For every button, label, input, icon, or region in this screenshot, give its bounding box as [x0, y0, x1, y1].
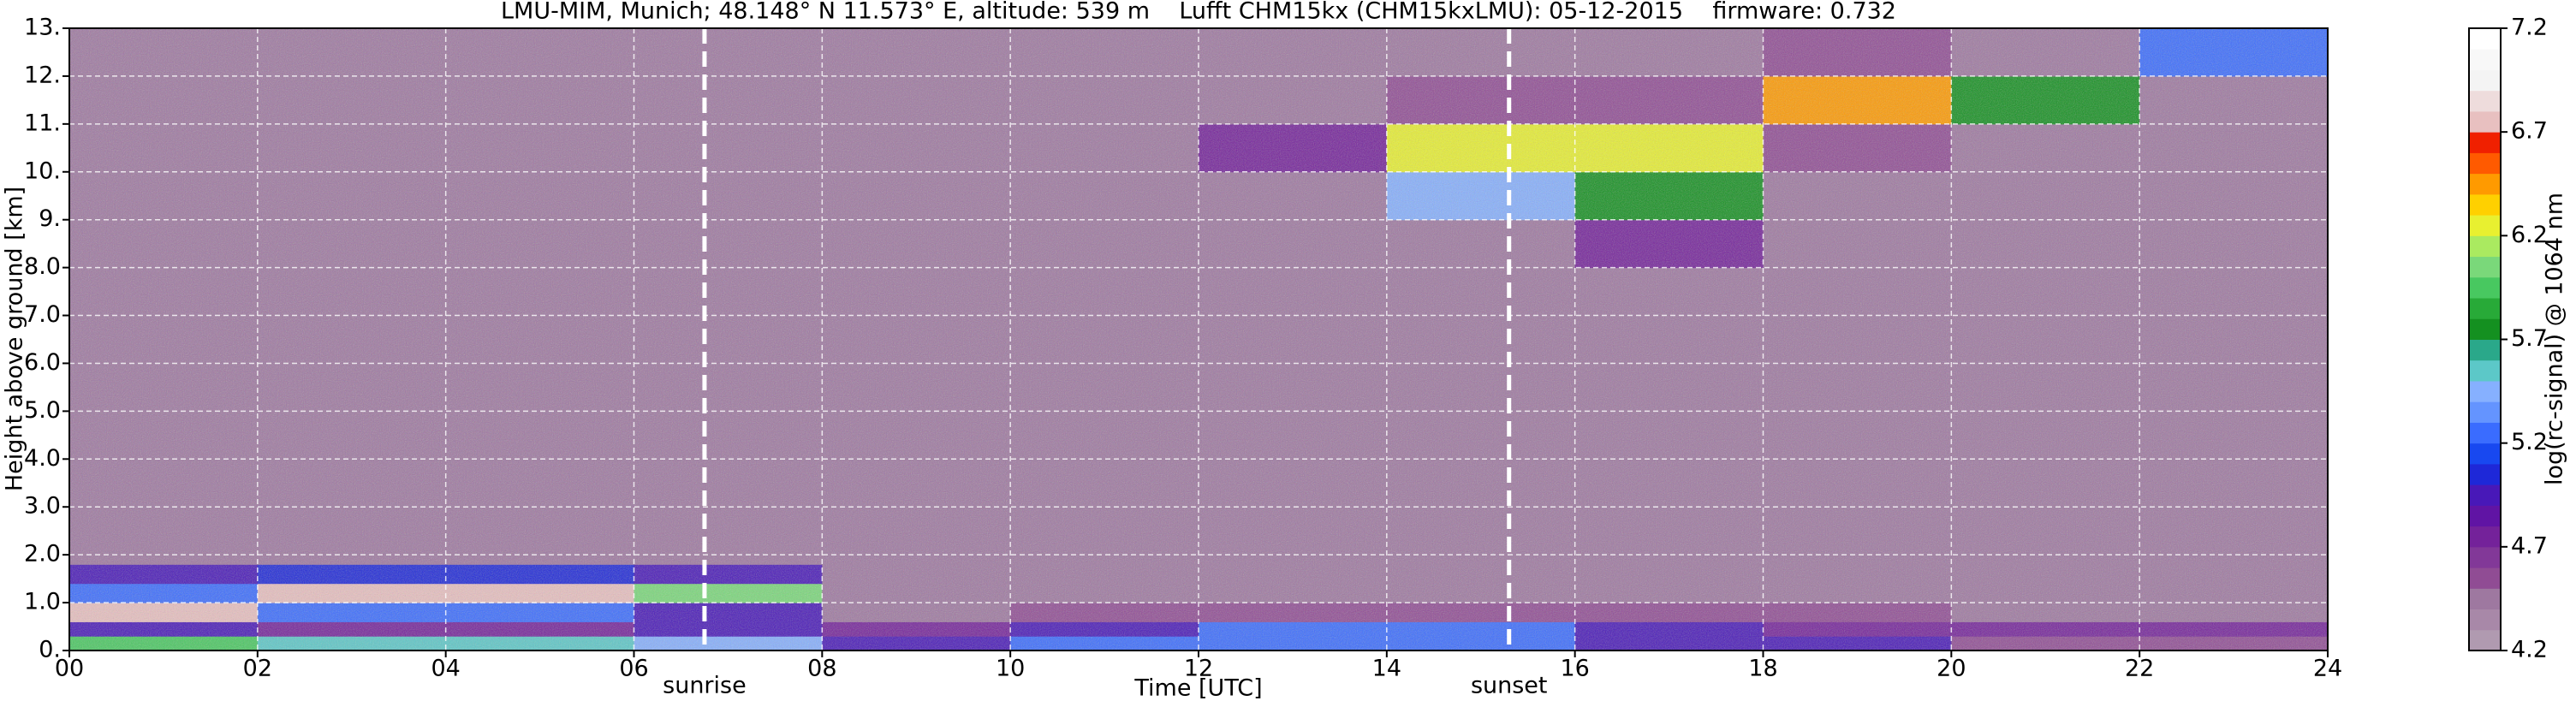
- colorbar-swatch: [2469, 28, 2501, 50]
- colorbar-swatch: [2469, 235, 2501, 258]
- colorbar-swatch: [2469, 505, 2501, 527]
- x-tick-label: 16: [1560, 656, 1589, 682]
- x-tick-label: 18: [1748, 656, 1777, 682]
- x-tick-label: 24: [2313, 656, 2342, 682]
- x-tick-label: 14: [1372, 656, 1401, 682]
- colorbar-swatch: [2469, 215, 2501, 236]
- y-tick-label: 9.: [39, 205, 61, 232]
- colorbar-label: log(rc-signal) @ 1064 nm: [2542, 193, 2568, 485]
- colorbar-swatch: [2469, 90, 2501, 112]
- colorbar-swatch: [2469, 484, 2501, 506]
- colorbar-swatch: [2469, 173, 2501, 195]
- chart-title: LMU-MIM, Munich; 48.148° N 11.573° E, al…: [501, 0, 1896, 25]
- y-tick-label: 8.0: [24, 253, 61, 280]
- colorbar-swatch: [2469, 546, 2501, 568]
- colorbar-tick-label: 7.2: [2511, 15, 2548, 41]
- colorbar-swatch: [2469, 152, 2501, 175]
- y-tick-label: 0.: [39, 637, 61, 663]
- colorbar-tick-label: 4.7: [2511, 532, 2548, 559]
- colorbar-swatch: [2469, 276, 2501, 299]
- colorbar-swatch: [2469, 443, 2501, 465]
- x-tick-label: 12: [1184, 656, 1213, 682]
- colorbar-swatch: [2469, 588, 2501, 610]
- colorbar-tick-label: 6.7: [2511, 118, 2548, 145]
- colorbar-swatch: [2469, 526, 2501, 548]
- colorbar-swatch: [2469, 359, 2501, 382]
- y-tick-label: 10.: [24, 157, 61, 184]
- colorbar-swatch: [2469, 401, 2501, 423]
- annotation-label: sunrise: [663, 673, 747, 699]
- colorbar-swatch: [2469, 318, 2501, 340]
- y-tick-label: 2.0: [24, 541, 61, 567]
- colorbar-swatch: [2469, 256, 2501, 278]
- y-tick-label: 4.0: [24, 445, 61, 472]
- colorbar-swatch: [2469, 567, 2501, 589]
- colorbar-swatch: [2469, 49, 2501, 70]
- colorbar-swatch: [2469, 380, 2501, 402]
- x-tick-label: 00: [55, 656, 84, 682]
- annotation-label: sunset: [1471, 673, 1548, 699]
- colorbar-swatch: [2469, 132, 2501, 153]
- x-tick-label: 20: [1936, 656, 1966, 682]
- colorbar-swatch: [2469, 193, 2501, 216]
- x-tick-label: 02: [243, 656, 272, 682]
- colorbar-tick-label: 6.2: [2511, 222, 2548, 248]
- y-tick-label: 5.0: [24, 397, 61, 424]
- colorbar-swatch: [2469, 69, 2501, 92]
- colorbar-swatch: [2469, 339, 2501, 361]
- colorbar-swatch: [2469, 110, 2501, 133]
- y-tick-label: 13.: [24, 15, 61, 41]
- x-tick-label: 06: [619, 656, 648, 682]
- colorbar-tick-label: 4.2: [2511, 637, 2548, 663]
- colorbar-tick-label: 5.2: [2511, 429, 2548, 455]
- colorbar-tick-label: 5.7: [2511, 325, 2548, 352]
- y-tick-label: 7.0: [24, 301, 61, 328]
- y-tick-label: 1.0: [24, 589, 61, 615]
- colorbar-swatch: [2469, 463, 2501, 485]
- x-tick-label: 22: [2125, 656, 2154, 682]
- y-tick-label: 12.: [24, 62, 61, 88]
- y-axis-label: Height above ground [km]: [2, 187, 28, 491]
- x-tick-label: 08: [807, 656, 836, 682]
- y-tick-label: 3.0: [24, 493, 61, 520]
- x-axis-label: Time [UTC]: [1133, 675, 1262, 702]
- x-tick-label: 10: [996, 656, 1025, 682]
- colorbar-swatch: [2469, 609, 2501, 631]
- colorbar-swatch: [2469, 629, 2501, 651]
- plot-frame: [68, 27, 2329, 651]
- x-tick-label: 04: [431, 656, 460, 682]
- y-tick-label: 6.0: [24, 349, 61, 376]
- colorbar-swatch: [2469, 298, 2501, 319]
- y-tick-label: 11.: [24, 110, 61, 136]
- colorbar-swatch: [2469, 422, 2501, 444]
